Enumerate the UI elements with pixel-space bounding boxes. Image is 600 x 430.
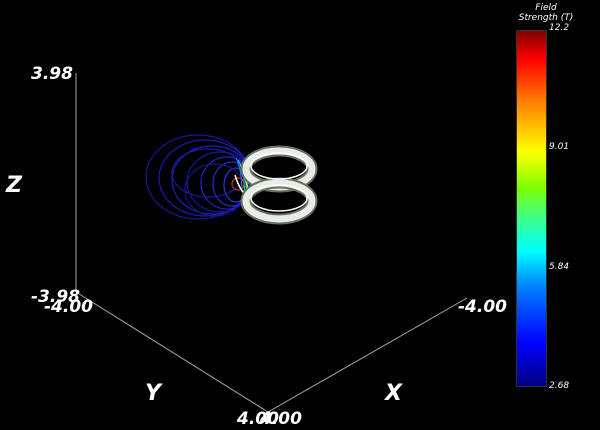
colorbar-title: Field Strength (T) [496, 3, 596, 23]
colorbar-tick-upper: 9.01 [549, 142, 570, 152]
y-axis-title: Y [145, 381, 161, 406]
coil-highlight [250, 152, 308, 180]
x-axis-title: X [385, 381, 402, 406]
colorbar-tick-lower: 5.84 [549, 262, 570, 272]
x-axis-max-label: 4.00 [260, 409, 302, 429]
y-axis-line [75, 291, 269, 413]
coil-lower [242, 179, 316, 223]
colorbar-title-line: Field [535, 3, 557, 13]
coils [240, 145, 318, 225]
colorbar [516, 30, 547, 387]
field-line [171, 148, 245, 198]
y-axis-min-label: -4.00 [44, 297, 93, 317]
x-axis-min-label: -4.00 [458, 297, 507, 317]
coil-highlight [250, 184, 308, 212]
colorbar-title-line: Strength (T) [518, 13, 574, 23]
field-lines [145, 134, 254, 220]
field-line [231, 177, 245, 191]
colorbar-tick-max: 12.2 [549, 23, 570, 33]
y-axis-max-label: 4.00 [237, 409, 279, 429]
z-axis-min-label: -3.98 [31, 287, 80, 307]
z-axis-max-label: 3.98 [31, 64, 73, 84]
z-axis-title: Z [6, 173, 22, 198]
field-line [223, 167, 249, 203]
colorbar-tick-min: 2.68 [549, 381, 570, 391]
x-axis-line [267, 297, 468, 413]
axis-frame [75, 73, 468, 413]
